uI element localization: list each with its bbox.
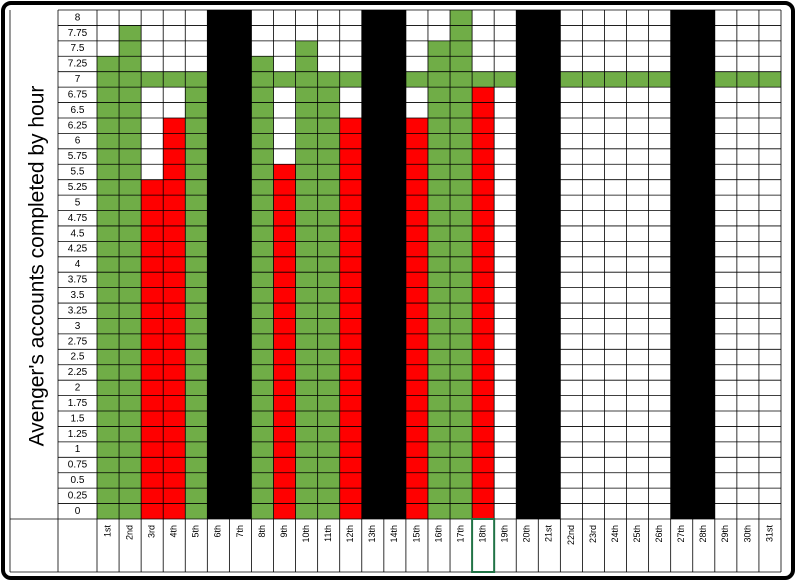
x-tick-label: 19th [500,525,510,543]
y-tick-label: 2.75 [68,336,88,347]
y-tick-label: 2.25 [68,367,88,378]
y-tick-label: 7 [75,74,81,85]
x-tick-label: 9th [279,525,289,538]
x-tick-label: 16th [433,525,443,543]
bar [450,10,473,519]
x-tick-label: 15th [411,525,421,543]
x-tick-label: 7th [235,525,245,538]
x-tick-label: 5th [191,525,201,538]
target-cell [582,71,605,88]
x-tick-label: 22nd [566,525,576,545]
target-cell [273,71,296,88]
target-cell [714,71,737,88]
y-tick-label: 4.75 [68,213,88,224]
x-tick-label: 2nd [124,525,134,540]
target-cell [163,71,186,88]
y-tick-label: 4.5 [71,228,85,239]
bar [317,71,340,520]
selected-cell [471,518,496,573]
y-tick-label: 5.25 [68,182,88,193]
blocked-column [383,10,406,519]
target-cell [626,71,649,88]
y-tick-label: 0.75 [68,460,88,471]
blocked-column [516,10,539,519]
y-tick-label: 3.25 [68,305,88,316]
y-tick-label: 1.5 [71,413,85,424]
y-tick-label: 7.5 [71,43,85,54]
target-cell [560,71,583,88]
y-tick-label: 7.25 [68,59,88,70]
x-tick-label: 6th [213,525,223,538]
x-tick-label: 30th [742,525,752,543]
x-tick-label: 14th [389,525,399,543]
target-cell [339,71,362,88]
target-cell [472,71,495,88]
y-tick-label: 4.25 [68,244,88,255]
blocked-column [670,10,693,519]
x-tick-label: 23rd [588,525,598,543]
y-tick-label: 3.75 [68,275,88,286]
x-tick-label: 17th [455,525,465,543]
y-tick-label: 6.5 [71,105,85,116]
y-tick-label: 2 [75,383,81,394]
y-tick-label: 6.75 [68,89,88,100]
x-tick-label: 27th [676,525,686,543]
blocked-column [207,10,230,519]
y-tick-label: 5.75 [68,151,88,162]
x-tick-label: 28th [698,525,708,543]
y-tick-label: 8 [75,12,81,23]
x-tick-label: 31st [764,525,774,543]
target-cell [494,71,517,88]
y-tick-label: 1.75 [68,398,88,409]
target-cell [141,71,164,88]
y-tick-label: 3 [75,321,81,332]
x-tick-label: 8th [257,525,267,538]
bar [185,71,208,520]
target-cell [604,71,627,88]
blocked-column [538,10,561,519]
bar [427,40,451,520]
x-tick-label: 13th [367,525,377,543]
x-tick-label: 21st [544,525,554,543]
x-tick-label: 11th [323,525,333,542]
blocked-column [361,10,384,519]
x-tick-label: 25th [632,525,642,543]
y-tick-label: 7.75 [68,28,88,39]
y-tick-label: 2.5 [71,352,85,363]
x-tick-label: 10th [301,525,311,543]
y-tick-label: 0 [75,506,81,517]
bar [295,40,318,520]
target-cell [405,71,428,88]
y-tick-label: 1 [75,444,81,455]
y-tick-label: 6.25 [68,120,88,131]
bar [273,164,296,519]
x-tick-label: 12th [345,525,355,543]
x-tick-label: 18th [478,525,488,543]
y-tick-label: 6 [75,136,81,147]
target-cell [736,71,759,88]
target-cell [648,71,671,88]
x-tick-label: 29th [720,525,730,543]
y-tick-label: 4 [75,259,81,270]
x-tick-label: 1st [102,525,112,538]
blocked-column [692,10,715,519]
target-cell [758,71,781,88]
y-tick-label: 5.5 [71,167,85,178]
x-tick-label: 24th [610,525,620,543]
y-tick-label: 0.25 [68,491,88,502]
x-tick-label: 3rd [147,525,157,538]
y-tick-label: 5 [75,197,81,208]
x-tick-label: 4th [169,525,179,538]
y-tick-label: 1.25 [68,429,88,440]
x-tick-label: 26th [654,525,664,543]
y-tick-label: 3.5 [71,290,85,301]
y-axis-title: Avenger's accounts completed by hour [26,86,49,447]
blocked-column [229,10,252,519]
x-tick-label: 20th [522,525,532,543]
y-tick-label: 0.5 [71,475,85,486]
